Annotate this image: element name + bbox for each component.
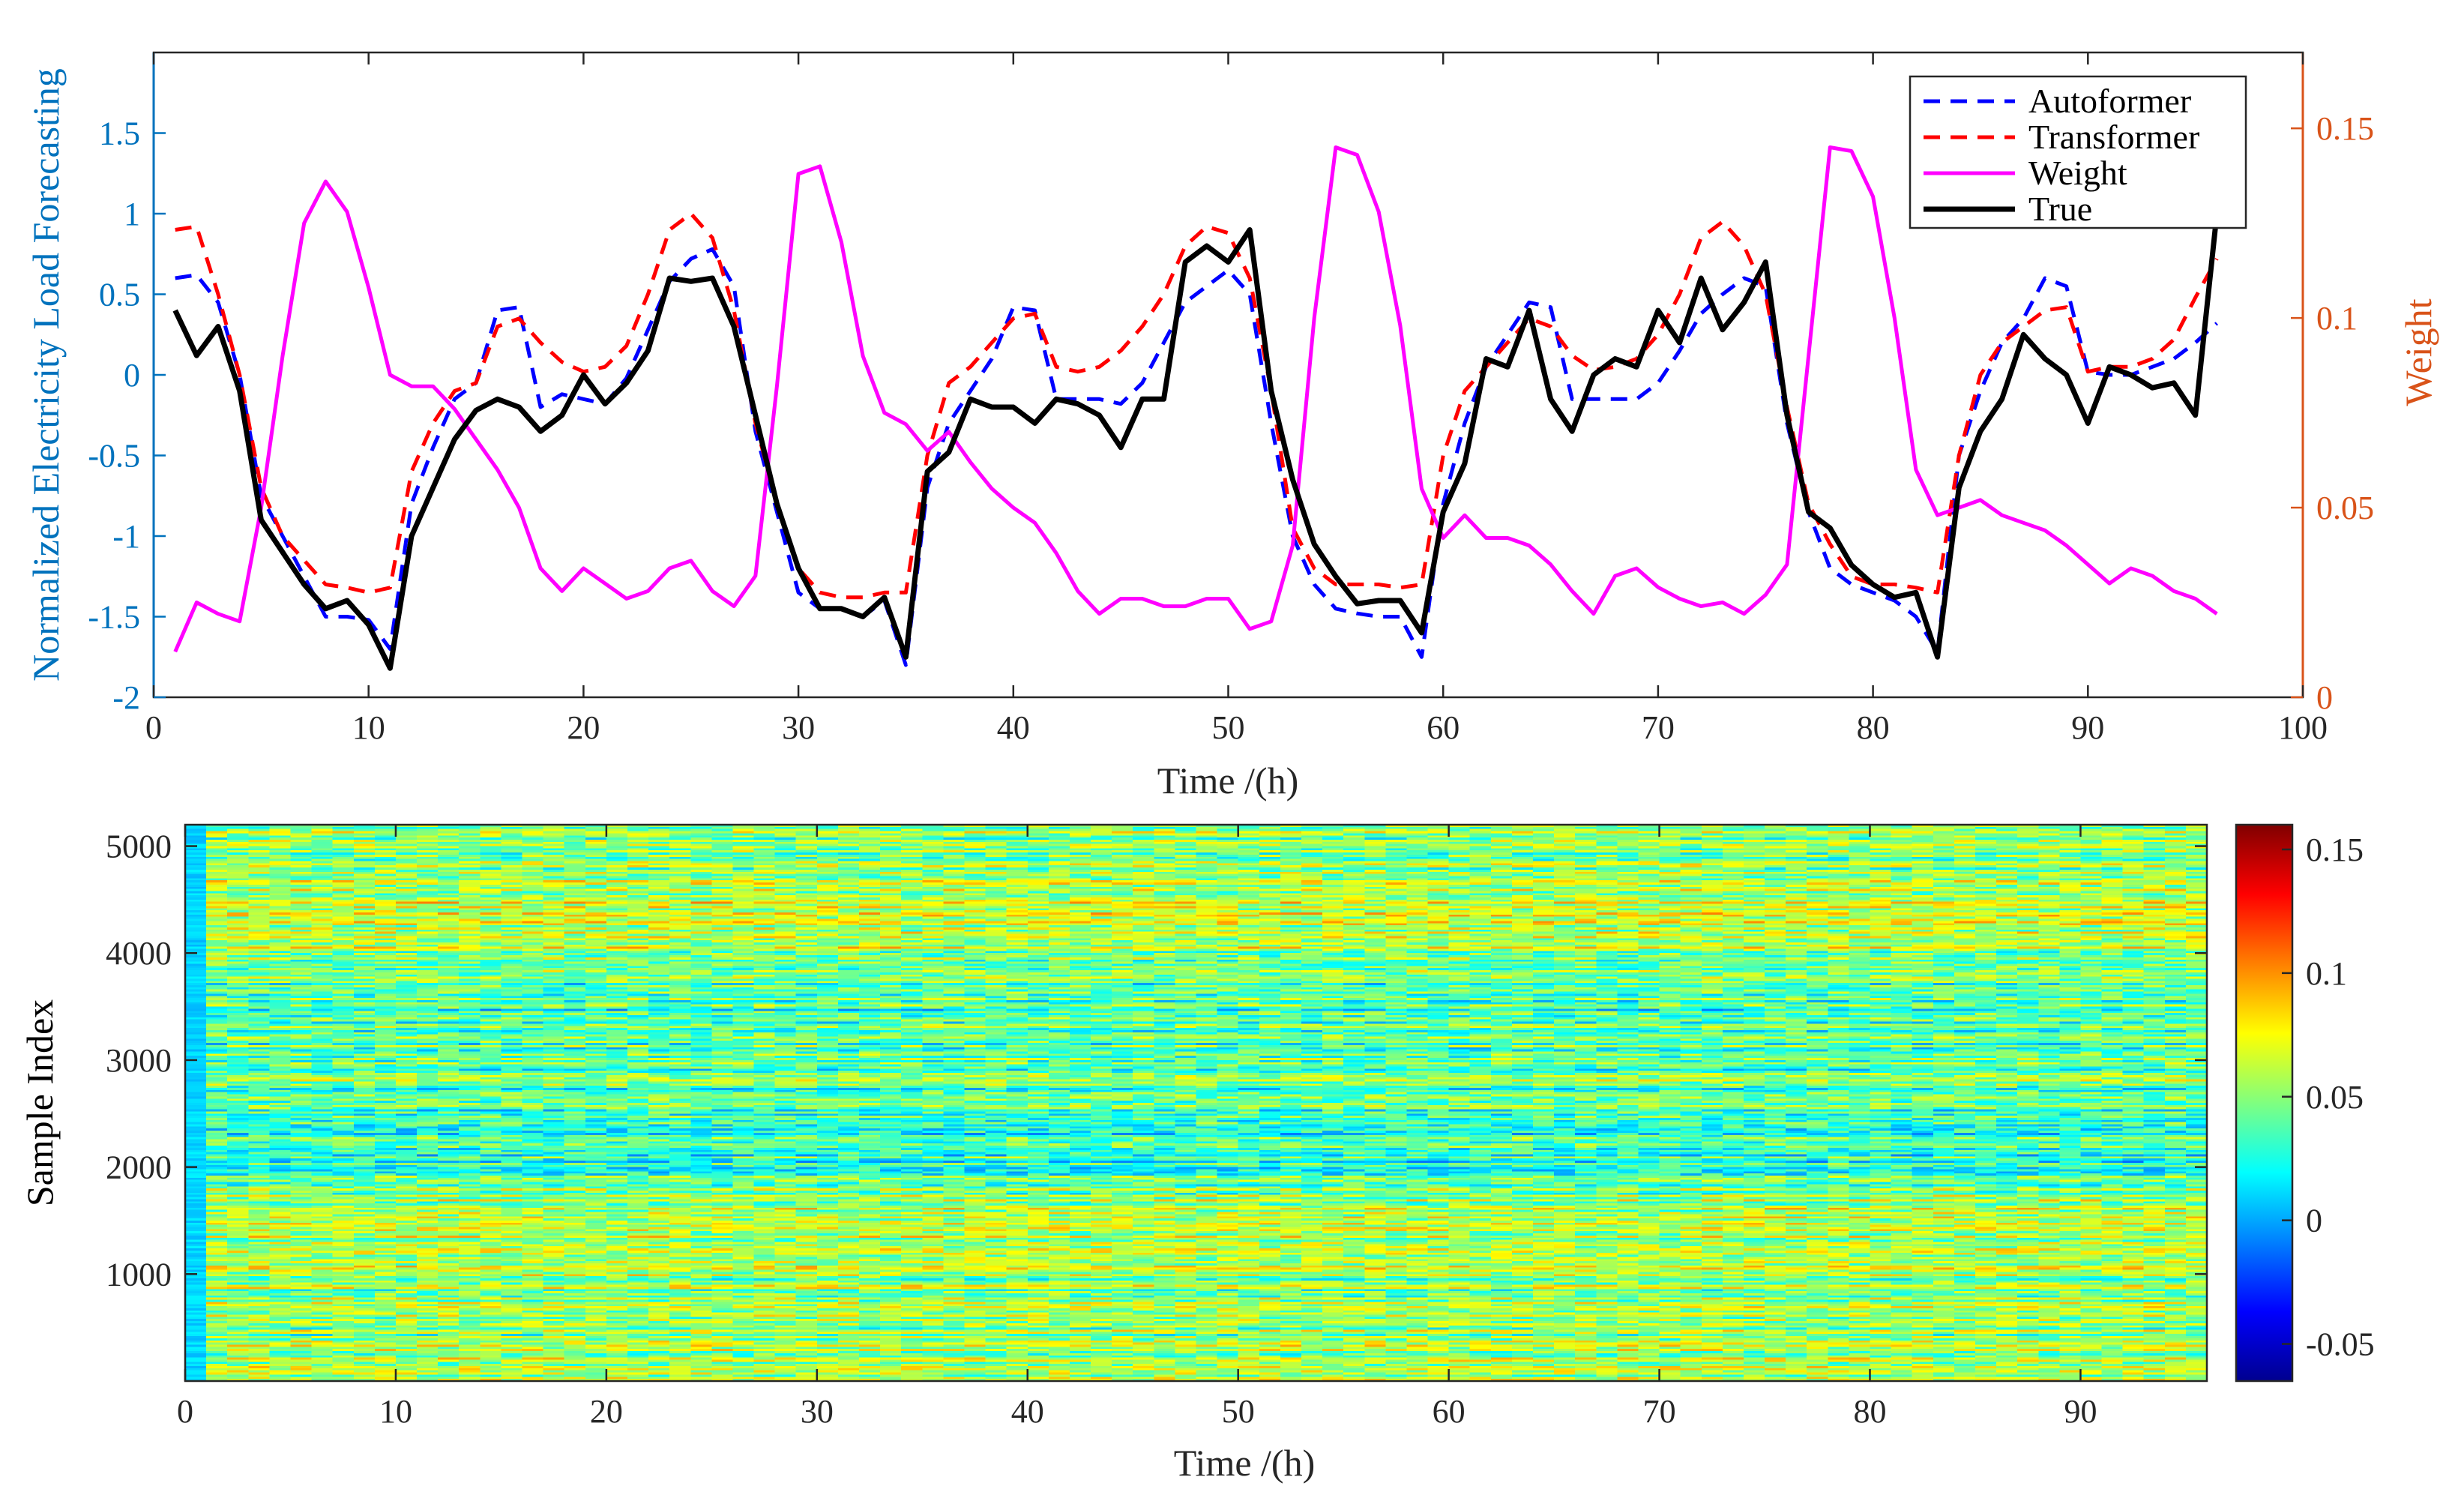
heatmap-x-axis-label: Time /(h) [1174,1442,1315,1484]
series-line-true [172,213,2220,671]
heatmap-y-axis-label: Sample Index [19,999,61,1206]
colorbar-tick-label: -0.05 [2306,1326,2375,1363]
legend-label: True [2028,190,2092,228]
heatmap-x-ticks: 0 10 20 30 40 50 60 70 80 90 [177,825,2097,1430]
colorbar [2235,823,2294,1383]
colorbar-tick-label: 0.15 [2306,831,2364,868]
line-x-tick-label: 60 [1427,709,1460,746]
line-x-tick-label: 70 [1642,709,1675,746]
line-y-tick-label: -1.5 [88,599,140,636]
line-x-tick-label: 10 [352,709,385,746]
line-y2-tick-label: 0 [2316,679,2333,716]
series-line-weight [173,145,2218,653]
legend-label: Weight [2028,154,2127,192]
heatmap-x-tick-label: 40 [1011,1393,1044,1430]
heatmap-y-tick-label: 2000 [106,1149,172,1186]
series-line-transformer [175,211,2219,600]
line-series-group [172,145,2220,671]
line-y2-ticks: 0 0.05 0.1 0.15 [2291,110,2374,716]
heatmap-x-tick-label: 60 [1433,1393,1466,1430]
line-chart: 0 10 20 30 40 50 60 70 80 90 100 -2-1.5-1-0.500.51… [25,51,2439,801]
line-x-tick-label: 30 [782,709,815,746]
heatmap-x-tick-label: 70 [1643,1393,1676,1430]
heatmap-y-tick-label: 3000 [106,1042,172,1079]
line-x-tick-label: 80 [1857,709,1890,746]
colorbar-tick-label: 0 [2306,1203,2322,1239]
legend-label: Autoformer [2028,82,2191,120]
line-x-axis-label: Time /(h) [1157,759,1298,801]
line-x-tick-label: 90 [2071,709,2104,746]
colorbar-tick-label: 0.1 [2306,955,2347,992]
line-y-tick-label: 1.5 [99,115,140,152]
series-line-autoformer [175,247,2218,667]
line-y-ticks: -2 -1.5 -1 -0.5 0 0.5 1 1.5 [88,115,166,716]
line-y-axis-label: Normalized Electricity Load Forecasting [25,68,67,682]
line-x-tick-label: 40 [997,709,1030,746]
line-y2-tick-label: 0.05 [2316,490,2374,526]
line-x-ticks: 0 10 20 30 40 50 60 70 80 90 100 [145,52,2328,746]
heatmap-frame [184,823,2208,1383]
heatmap-x-tick-label: 30 [801,1393,834,1430]
line-y2-axis-label: Weight [2397,298,2439,406]
heatmap-cells [185,825,2207,1381]
line-y2-tick-label: 0.15 [2316,110,2374,147]
heatmap-x-tick-label: 50 [1222,1393,1255,1430]
heatmap-x-tick-label: 10 [379,1393,412,1430]
heatmap-chart: 0 10 20 30 40 50 60 70 80 90 1000 2000 3000 4000 5000… [19,823,2375,1484]
line-y-tick-label: 1 [124,196,140,232]
heatmap-y-tick-label: 5000 [106,828,172,865]
legend-label: Transformer [2028,118,2199,156]
heatmap-y-tick-label: 1000 [106,1256,172,1293]
heatmap-y-ticks: 1000 2000 3000 4000 5000 [106,828,2207,1293]
colorbar-tick-label: 0.05 [2306,1079,2364,1116]
line-y-tick-label: -2 [112,679,140,716]
line-y-tick-label: 0 [124,357,140,394]
heatmap-x-tick-label: 90 [2064,1393,2097,1430]
line-x-tick-label: 100 [2278,709,2328,746]
line-x-tick-label: 20 [567,709,600,746]
line-y-tick-label: -1 [112,518,140,555]
heatmap-y-tick-label: 4000 [106,935,172,972]
line-x-tick-label: 50 [1212,709,1245,746]
heatmap-x-tick-label: 80 [1854,1393,1887,1430]
line-x-tick-label: 0 [145,709,162,746]
colorbar-ticks: -0.05 0 0.05 0.1 0.15 [2282,831,2375,1363]
line-y-tick-label: -0.5 [88,438,140,475]
heatmap-x-tick-label: 20 [590,1393,623,1430]
line-y2-tick-label: 0.1 [2316,300,2358,337]
heatmap-image [185,825,2207,1381]
line-y-tick-label: 0.5 [99,277,140,313]
heatmap-x-tick-label: 0 [177,1393,193,1430]
